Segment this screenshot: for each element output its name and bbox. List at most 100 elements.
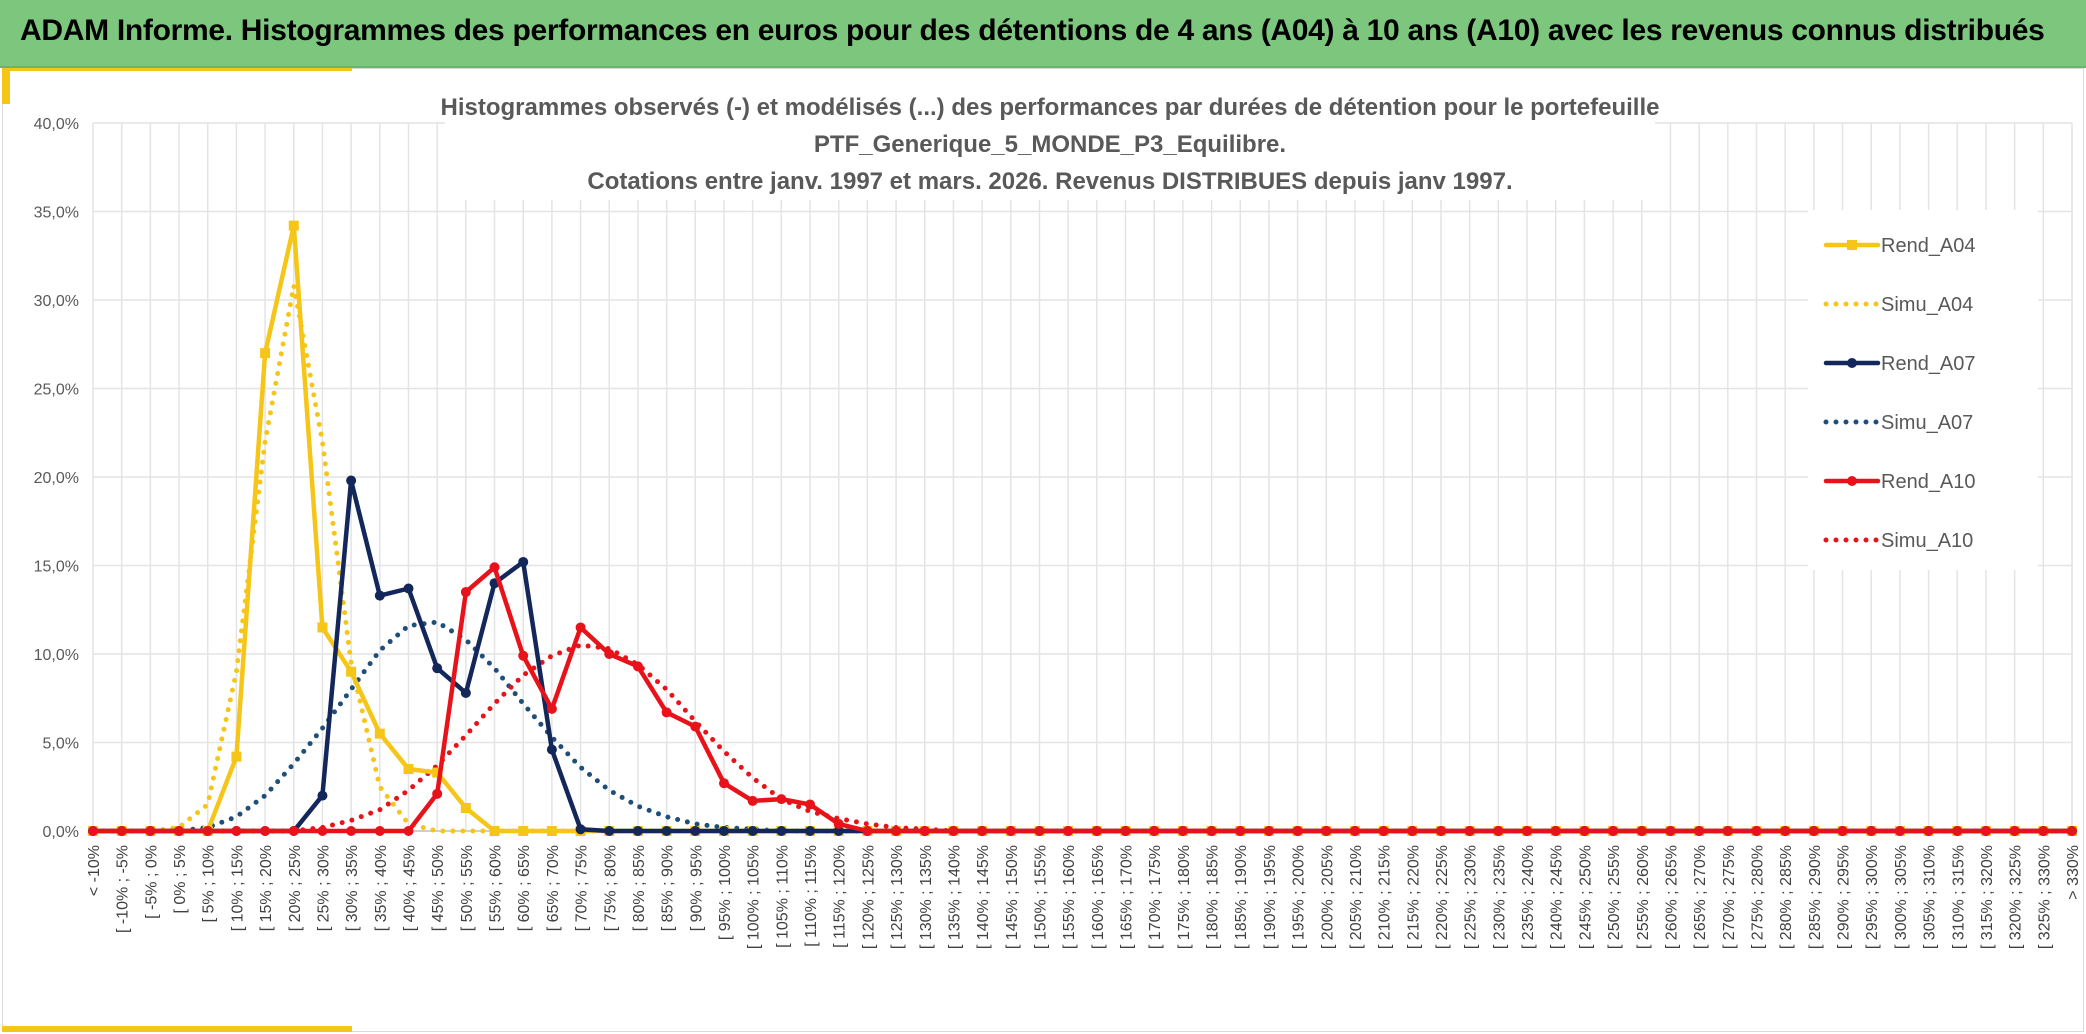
legend-label-Simu_A04: Simu_A04 xyxy=(1881,294,1973,316)
data-point-Rend_A10 xyxy=(1091,826,1102,836)
data-point-Rend_A10 xyxy=(288,826,299,836)
x-tick-label: [ 45% ; 50% xyxy=(430,845,447,931)
data-point-Rend_A10 xyxy=(1063,826,1074,836)
x-tick-label: [ 290% ; 295% xyxy=(1836,845,1853,949)
legend-marker-Rend_A10 xyxy=(1847,476,1857,486)
x-tick-label: [ 140% ; 145% xyxy=(975,845,992,949)
data-point-Rend_A10 xyxy=(1923,826,1934,836)
data-point-Rend_A10 xyxy=(432,788,443,799)
x-tick-label: [ 305% ; 310% xyxy=(1922,845,1939,949)
data-point-Rend_A10 xyxy=(661,707,672,718)
series-line-Simu_A10 xyxy=(90,642,2075,834)
data-point-Rend_A10 xyxy=(346,826,357,836)
data-point-Rend_A07 xyxy=(833,826,844,836)
y-tick-label: 40,0% xyxy=(34,116,79,133)
y-tick-label: 25,0% xyxy=(34,382,79,399)
x-tick-label: [ 205% ; 210% xyxy=(1348,845,1365,949)
data-point-Rend_A10 xyxy=(1321,826,1332,836)
data-point-Rend_A07 xyxy=(661,826,672,836)
frame-accent-bottom-left xyxy=(2,1026,352,1032)
x-tick-label: [ 315% ; 320% xyxy=(1979,845,1996,949)
x-tick-label: [ 255% ; 260% xyxy=(1635,845,1652,949)
x-tick-label: [ 325% ; 330% xyxy=(2036,845,2053,949)
y-tick-label: 5,0% xyxy=(43,736,79,753)
data-point-Rend_A10 xyxy=(919,826,930,836)
legend: Rend_A04 Simu_A04 Rend_A07 Simu_A07 Rend_A10… xyxy=(1808,210,2038,570)
x-tick-label: [ 170% ; 175% xyxy=(1147,845,1164,949)
x-tick-label: [ 300% ; 305% xyxy=(1893,845,1910,949)
data-point-Rend_A10 xyxy=(1894,826,1905,836)
page-title: ADAM Informe. Histogrammes des performan… xyxy=(20,14,2045,47)
chart-frame xyxy=(2,68,2084,1032)
data-point-Rend_A10 xyxy=(632,661,643,672)
legend-label-Simu_A07: Simu_A07 xyxy=(1881,412,1973,434)
series-line-Rend_A07 xyxy=(90,478,2075,834)
data-point-Rend_A10 xyxy=(948,826,959,836)
data-point-Rend_A07 xyxy=(718,826,729,836)
x-tick-label: [ 30% ; 35% xyxy=(344,845,361,931)
x-tick-label: [ 210% ; 215% xyxy=(1377,845,1394,949)
data-point-Rend_A07 xyxy=(776,826,787,836)
data-point-Rend_A10 xyxy=(202,826,213,836)
data-point-Rend_A10 xyxy=(1005,826,1016,836)
data-point-Rend_A07 xyxy=(546,744,557,755)
data-point-Rend_A10 xyxy=(1407,826,1418,836)
y-axis-ticks: 0,0% 5,0% 10,0% 15,0% 20,0% 25,0% 30,0% 35,0% 40… xyxy=(34,116,79,841)
x-tick-label: [ 230% ; 235% xyxy=(1491,845,1508,949)
data-point-Rend_A10 xyxy=(1034,826,1045,836)
data-point-Rend_A10 xyxy=(1120,826,1131,836)
x-tick-label: [ 265% ; 270% xyxy=(1692,845,1709,949)
x-tick-label: [ 285% ; 290% xyxy=(1807,845,1824,949)
legend-marker-Rend_A07 xyxy=(1847,358,1857,368)
x-tick-label: [ 65% ; 70% xyxy=(545,845,562,931)
frame-accent-top-bar xyxy=(2,68,352,71)
data-point-Rend_A10 xyxy=(260,826,271,836)
x-tick-label: [ 110% ; 115% xyxy=(803,845,820,947)
chart-title: Histogrammes observés (-) et modélisés (… xyxy=(441,88,1659,200)
legend-label-Rend_A07: Rend_A07 xyxy=(1881,353,1976,375)
x-tick-label: [ 60% ; 65% xyxy=(516,845,533,931)
x-tick-label: [ 85% ; 90% xyxy=(660,845,677,931)
data-point-Rend_A10 xyxy=(1550,826,1561,836)
data-point-Rend_A10 xyxy=(1522,826,1533,836)
data-point-Rend_A10 xyxy=(1378,826,1389,836)
data-point-Rend_A10 xyxy=(891,826,902,836)
data-point-Rend_A10 xyxy=(747,795,758,806)
data-point-Rend_A07 xyxy=(690,826,701,836)
data-point-Rend_A10 xyxy=(1608,826,1619,836)
x-tick-label: [ 105% ; 110% xyxy=(774,845,791,948)
data-point-Rend_A10 xyxy=(1349,826,1360,836)
x-tick-label: [ 125% ; 130% xyxy=(889,845,906,949)
x-tick-label: [ 165% ; 170% xyxy=(1119,845,1136,949)
y-tick-label: 35,0% xyxy=(34,205,79,222)
x-tick-label: [ 80% ; 85% xyxy=(631,845,648,931)
data-point-Rend_A04 xyxy=(374,728,385,739)
x-tick-label: [ 120% ; 125% xyxy=(860,845,877,949)
x-tick-label: [ 10% ; 15% xyxy=(229,845,246,931)
chart-title-line-3: Cotations entre janv. 1997 et mars. 2026… xyxy=(587,168,1512,195)
data-point-Rend_A10 xyxy=(2067,826,2077,836)
data-point-Rend_A07 xyxy=(346,475,357,486)
data-point-Rend_A04 xyxy=(546,826,557,836)
x-tick-label: [ 100% ; 105% xyxy=(746,845,763,949)
data-point-Rend_A10 xyxy=(1808,826,1819,836)
x-tick-label: [ 95% ; 100% xyxy=(717,845,734,940)
data-point-Rend_A10 xyxy=(546,703,557,714)
data-point-Rend_A10 xyxy=(862,826,873,836)
data-point-Rend_A10 xyxy=(489,562,500,573)
data-point-Rend_A10 xyxy=(1263,826,1274,836)
data-point-Rend_A04 xyxy=(489,826,500,836)
x-tick-label: [ 175% ; 180% xyxy=(1176,845,1193,949)
data-point-Rend_A10 xyxy=(1149,826,1160,836)
data-point-Rend_A07 xyxy=(317,790,328,801)
x-tick-label: [ 295% ; 300% xyxy=(1864,845,1881,949)
x-tick-label: [ 180% ; 185% xyxy=(1205,845,1222,949)
data-point-Rend_A10 xyxy=(1235,826,1246,836)
x-tick-label: [ 260% ; 265% xyxy=(1663,845,1680,949)
x-axis-ticks: < -10% [ -10% ; -5% [ -5% ; 0% [ 0% ; 5% [ 5… xyxy=(86,845,2082,949)
data-point-Rend_A04 xyxy=(403,764,414,775)
data-point-Rend_A10 xyxy=(1751,826,1762,836)
data-point-Rend_A10 xyxy=(1493,826,1504,836)
x-tick-label: [ 130% ; 135% xyxy=(918,845,935,949)
